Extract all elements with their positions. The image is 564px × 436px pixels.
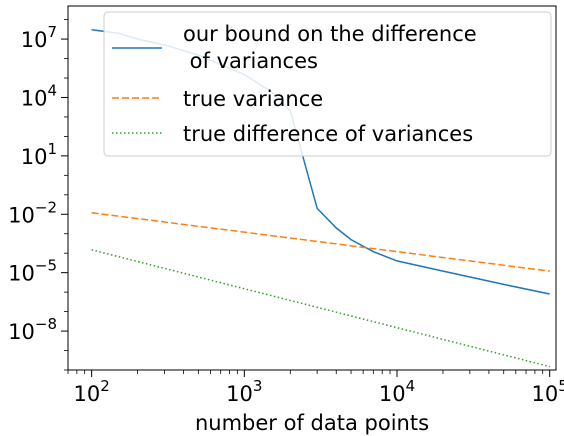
y-tick-base: 10 — [21, 28, 48, 52]
y-tick-label: 104 — [21, 81, 57, 110]
legend: our bound on the difference of variances… — [103, 11, 552, 157]
legend-label-line: our bound on the difference — [183, 22, 477, 46]
x-tick-label: 102 — [74, 377, 110, 406]
legend-label-line: true difference of variances — [183, 122, 473, 146]
y-tick-exponent: 7 — [47, 23, 57, 41]
legend-label-2: true variance — [183, 87, 323, 111]
y-tick-label: 10−8 — [8, 315, 57, 344]
x-tick-exponent: 3 — [253, 377, 263, 395]
y-tick-label: 10−2 — [8, 198, 57, 227]
series-line-2 — [91, 211, 550, 272]
x-tick-label: 103 — [226, 377, 262, 406]
legend-label-1: our bound on the difference of variances — [183, 22, 477, 73]
legend-box — [103, 11, 552, 157]
legend-label-line: of variances — [183, 49, 318, 73]
x-tick-exponent: 2 — [100, 377, 110, 395]
x-tick-label: 105 — [532, 377, 564, 406]
x-tick-exponent: 4 — [406, 377, 416, 395]
y-tick-label: 10−5 — [8, 257, 57, 286]
x-tick-base: 10 — [226, 382, 253, 406]
x-tick-exponent: 5 — [558, 377, 564, 395]
x-tick-label: 104 — [379, 377, 415, 406]
x-tick-base: 10 — [532, 382, 559, 406]
y-tick-label: 101 — [21, 140, 57, 169]
series-line-3 — [91, 249, 550, 368]
plot-frame — [67, 5, 557, 371]
y-tick-exponent: 1 — [47, 140, 57, 158]
y-tick-base: 10 — [21, 86, 48, 110]
y-tick-exponent: −2 — [35, 198, 57, 216]
y-tick-exponent: −5 — [35, 257, 57, 275]
x-tick-base: 10 — [379, 382, 406, 406]
y-tick-exponent: −8 — [35, 315, 57, 333]
y-tick-base: 10 — [8, 203, 35, 227]
y-tick-base: 10 — [8, 320, 35, 344]
y-tick-base: 10 — [21, 145, 48, 169]
legend-label-line: true variance — [183, 87, 323, 111]
x-tick-base: 10 — [74, 382, 101, 406]
legend-label-3: true difference of variances — [183, 122, 473, 146]
x-axis-label: number of data points — [195, 411, 429, 435]
y-tick-exponent: 4 — [47, 81, 57, 99]
y-tick-base: 10 — [8, 262, 35, 286]
x-axis: 102 103 104 105 — [67, 370, 564, 406]
y-tick-label: 107 — [21, 23, 57, 52]
